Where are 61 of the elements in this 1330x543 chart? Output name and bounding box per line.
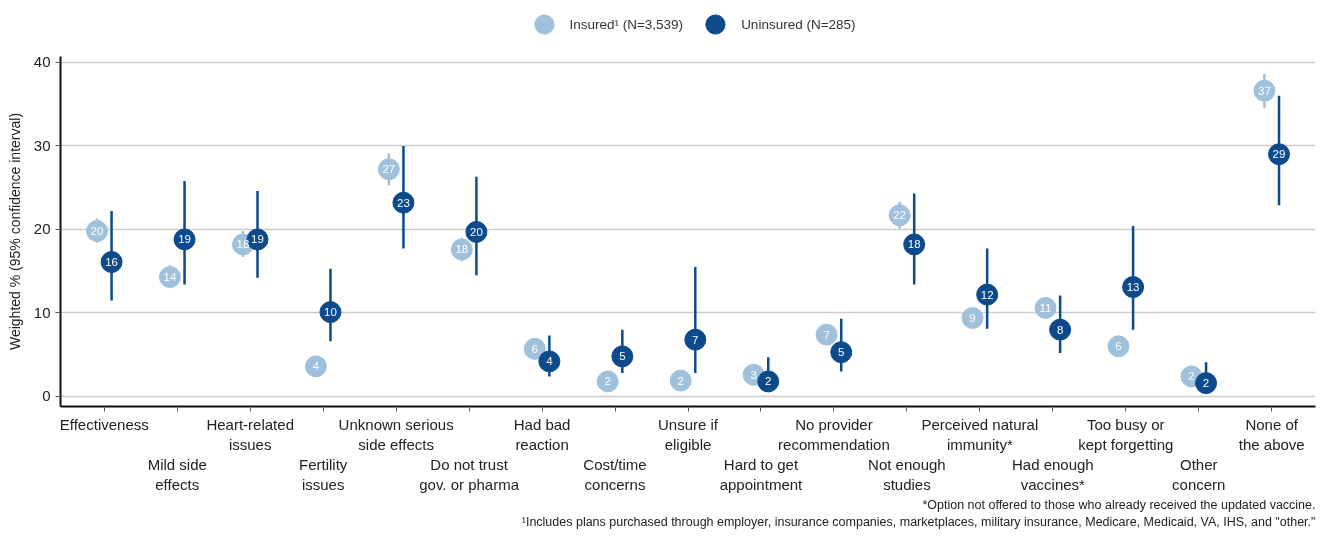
x-tick-label: Too busy or kept forgetting bbox=[1078, 415, 1174, 453]
data-label: 11 bbox=[1039, 301, 1052, 314]
data-label: 20 bbox=[470, 225, 483, 238]
x-tick-label: Had bad reaction bbox=[513, 415, 571, 453]
y-tick-label: 40 bbox=[33, 53, 51, 71]
x-tick-label: Do not trust gov. or pharma bbox=[419, 455, 520, 493]
data-label: 12 bbox=[980, 288, 994, 301]
data-label: 5 bbox=[838, 346, 845, 359]
x-tick-label: Cost/time concerns bbox=[583, 455, 647, 493]
y-tick-label: 10 bbox=[33, 303, 51, 321]
data-label: 8 bbox=[1056, 323, 1064, 336]
legend-label: Insured¹ (N=3,539) bbox=[569, 15, 684, 34]
data-label: 9 bbox=[969, 311, 976, 324]
x-tick-label: Perceived natural immunity* bbox=[921, 415, 1039, 453]
data-label: 4 bbox=[312, 360, 320, 373]
data-label: 5 bbox=[619, 350, 626, 363]
x-tick-label: Had enough vaccines* bbox=[1011, 455, 1094, 493]
data-label: 2 bbox=[604, 375, 611, 388]
x-tick-label: No provider recommendation bbox=[778, 415, 890, 453]
data-label: 18 bbox=[236, 238, 250, 251]
data-label: 20 bbox=[90, 225, 104, 238]
data-label: 2 bbox=[1188, 370, 1195, 383]
y-tick-label: 30 bbox=[33, 136, 51, 154]
text: *Option not offered to those who already received the updated vaccine. bbox=[922, 498, 1316, 512]
data-label: 19 bbox=[251, 233, 264, 246]
data-label: 2 bbox=[765, 375, 772, 388]
x-tick-label: Mild side effects bbox=[147, 455, 207, 493]
x-tick-label: Fertility issues bbox=[299, 455, 348, 493]
x-tick-label: Unknown serious side effects bbox=[338, 415, 454, 453]
x-tick-label: Hard to get appointment bbox=[719, 455, 804, 493]
x-tick-label: Effectiveness bbox=[59, 415, 149, 433]
data-label: 2 bbox=[1202, 377, 1210, 390]
y-axis-title: Weighted % (95% confidence interval) bbox=[6, 112, 23, 351]
data-label: 6 bbox=[531, 342, 538, 355]
data-label: 4 bbox=[546, 355, 554, 368]
data-label: 37 bbox=[1258, 84, 1271, 97]
data-label: 10 bbox=[324, 306, 337, 319]
data-label: 13 bbox=[1126, 281, 1140, 294]
y-tick-label: 0 bbox=[42, 387, 51, 405]
x-tick-label: Not enough studies bbox=[868, 455, 946, 493]
data-label: 18 bbox=[907, 238, 921, 251]
data-label: 29 bbox=[1272, 148, 1286, 161]
data-label: 7 bbox=[692, 333, 699, 346]
x-tick-label: Other concern bbox=[1172, 455, 1226, 493]
data-label: 22 bbox=[893, 209, 906, 222]
data-label: 3 bbox=[750, 368, 757, 381]
data-label: 16 bbox=[105, 255, 118, 268]
data-label: 14 bbox=[163, 271, 177, 284]
x-tick-label: Unsure if eligible bbox=[657, 415, 719, 453]
data-label: 18 bbox=[455, 243, 469, 256]
data-label: 7 bbox=[823, 328, 830, 341]
x-tick-label: Heart-related issues bbox=[206, 415, 294, 453]
y-tick-label: 20 bbox=[33, 220, 51, 238]
legend-label: Uninsured (N=285) bbox=[741, 15, 856, 34]
data-label: 2 bbox=[677, 374, 684, 387]
x-tick-label: None of the above bbox=[1238, 415, 1305, 453]
data-label: 19 bbox=[178, 233, 191, 246]
data-label: 6 bbox=[1115, 340, 1122, 353]
data-label: 23 bbox=[397, 196, 410, 209]
data-label: 27 bbox=[382, 163, 396, 176]
text: ¹Includes plans purchased through employer, insurance companies, marketplaces, military insurance, Medicare, Medicaid, VA, IHS, and "other." bbox=[521, 515, 1316, 529]
